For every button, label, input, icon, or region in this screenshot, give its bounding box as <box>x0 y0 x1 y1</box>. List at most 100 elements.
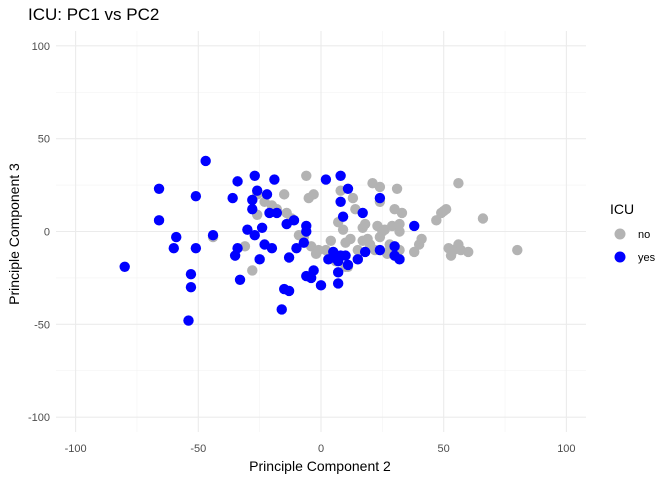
data-point-yes <box>249 230 260 241</box>
series-yes-points <box>119 155 420 326</box>
x-tick-label: 50 <box>438 443 450 455</box>
data-point-yes <box>254 254 265 265</box>
y-axis-title: Principle Component 3 <box>6 163 22 305</box>
data-point-yes <box>266 243 278 254</box>
data-point-no <box>278 189 290 200</box>
chart-title: ICU: PC1 vs PC2 <box>28 5 159 24</box>
y-tick-label: 100 <box>32 41 50 53</box>
data-point-yes <box>301 220 312 232</box>
x-tick-label: -50 <box>190 443 206 455</box>
y-axis-ticks: -100 -50 0 50 100 <box>28 41 50 424</box>
data-point-yes <box>283 252 295 263</box>
data-point-no <box>325 235 337 246</box>
data-point-yes <box>183 315 194 326</box>
data-point-no <box>374 181 386 193</box>
data-point-yes <box>185 281 197 293</box>
data-point-no <box>345 233 356 245</box>
data-point-no <box>313 244 324 256</box>
data-point-yes <box>269 174 280 185</box>
data-point-yes <box>232 176 243 187</box>
data-point-yes <box>394 254 405 265</box>
legend-key-yes <box>614 251 626 263</box>
data-point-no <box>396 207 408 219</box>
data-point-yes <box>352 254 364 265</box>
data-point-yes <box>374 244 386 256</box>
data-point-no <box>463 246 474 258</box>
data-point-yes <box>190 243 202 254</box>
y-tick-label: 50 <box>38 134 50 146</box>
data-point-yes <box>342 183 354 195</box>
data-point-yes <box>249 170 260 182</box>
major-gridlines <box>56 31 586 432</box>
x-tick-label: -100 <box>65 443 87 455</box>
data-point-yes <box>276 304 287 315</box>
data-point-yes <box>153 215 165 226</box>
data-point-yes <box>207 230 219 241</box>
data-point-no <box>391 183 403 195</box>
x-axis-ticks: -100 -50 0 50 100 <box>65 443 576 455</box>
legend-label-yes: yes <box>638 252 656 264</box>
y-tick-label: -100 <box>28 412 50 424</box>
x-tick-label: 0 <box>318 443 324 455</box>
data-point-yes <box>337 211 349 222</box>
data-point-yes <box>409 220 420 232</box>
x-tick-label: 100 <box>557 443 575 455</box>
data-point-yes <box>119 261 130 272</box>
data-point-yes <box>234 274 246 285</box>
data-point-yes <box>288 215 300 226</box>
data-point-no <box>512 244 523 256</box>
data-point-yes <box>153 183 165 195</box>
data-point-no <box>477 213 489 224</box>
data-point-yes <box>298 237 310 248</box>
data-point-yes <box>389 241 400 252</box>
legend: ICU no yes <box>610 201 656 264</box>
data-point-no <box>453 178 464 189</box>
data-point-no <box>394 226 405 237</box>
data-point-yes <box>247 194 258 206</box>
data-point-no <box>308 189 319 200</box>
data-point-yes <box>291 243 302 254</box>
legend-label-no: no <box>638 229 650 241</box>
data-point-yes <box>332 278 344 289</box>
data-point-yes <box>320 174 332 185</box>
data-point-no <box>394 218 405 230</box>
data-point-yes <box>185 268 197 280</box>
data-point-no <box>409 246 420 258</box>
y-tick-label: 0 <box>44 227 50 239</box>
data-point-no <box>359 218 371 230</box>
data-point-yes <box>340 250 351 261</box>
data-point-no <box>247 265 258 276</box>
legend-title: ICU <box>610 201 634 217</box>
data-point-no <box>347 192 359 204</box>
data-point-yes <box>283 285 295 297</box>
data-point-yes <box>359 246 371 258</box>
data-point-no <box>431 215 442 226</box>
data-point-yes <box>168 243 179 254</box>
data-point-yes <box>227 192 238 204</box>
data-point-yes <box>247 204 258 215</box>
data-point-no <box>301 170 312 182</box>
data-point-yes <box>271 207 283 219</box>
legend-key-no <box>614 228 626 240</box>
data-point-yes <box>252 185 263 196</box>
data-point-yes <box>190 191 202 202</box>
data-point-yes <box>342 259 354 271</box>
data-point-yes <box>200 155 211 167</box>
data-point-yes <box>242 224 253 235</box>
data-point-yes <box>264 207 275 219</box>
x-axis-title: Principle Component 2 <box>249 458 391 474</box>
data-point-yes <box>374 192 386 204</box>
data-point-yes <box>335 196 346 207</box>
data-point-no <box>337 224 349 235</box>
data-point-yes <box>256 222 268 233</box>
data-point-yes <box>232 243 243 254</box>
data-point-yes <box>308 265 319 276</box>
data-point-no <box>440 204 452 215</box>
data-point-yes <box>357 207 368 219</box>
data-point-yes <box>315 280 327 291</box>
data-point-yes <box>261 189 273 200</box>
y-tick-label: -50 <box>34 319 50 331</box>
data-point-no <box>416 233 427 245</box>
data-point-yes <box>332 267 344 278</box>
